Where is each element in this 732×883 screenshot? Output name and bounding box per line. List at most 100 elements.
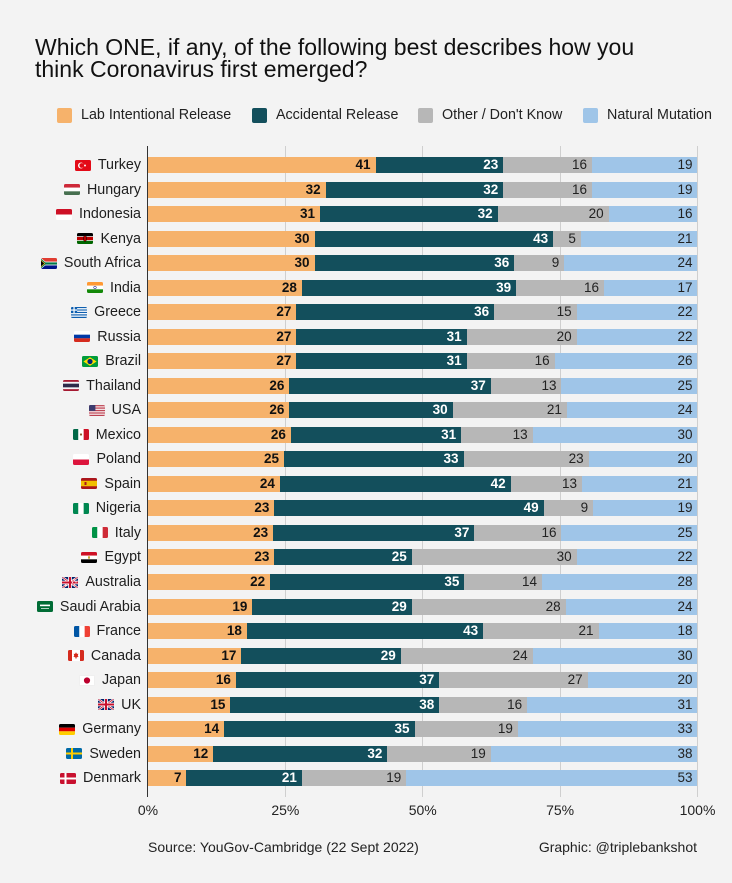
data-label: 27 [276, 353, 292, 369]
country-label: Sweden [66, 746, 141, 762]
source-note: Source: YouGov-Cambridge (22 Sept 2022) [148, 839, 419, 855]
bar-segment-accidental-release: 31 [296, 353, 467, 370]
bar-segment-lab-intentional-release: 24 [148, 475, 280, 492]
data-label: 37 [419, 672, 435, 688]
country-row: Poland 25 33 23 20 [0, 451, 732, 468]
data-label: 33 [443, 451, 459, 467]
country-name: Germany [82, 721, 141, 738]
x-tick-label: 100% [679, 802, 716, 818]
legend-item-lab-intentional-release: Lab Intentional Release [57, 107, 231, 123]
bar-segment-natural-mutation: 30 [532, 426, 698, 443]
turkey-flag-icon [74, 159, 91, 171]
data-label: 36 [474, 304, 490, 320]
legend-label: Natural Mutation [607, 107, 712, 123]
bar-segment-natural-mutation: 21 [582, 475, 698, 492]
data-label: 30 [294, 230, 310, 246]
data-label: 21 [578, 623, 594, 639]
legend-item-other-dont-know: Other / Don't Know [418, 107, 562, 123]
bar-segment-other-don-t-know: 13 [510, 475, 583, 492]
country-name: Hungary [86, 181, 141, 198]
data-label: 23 [568, 451, 584, 467]
data-label: 24 [677, 255, 693, 271]
bar-segment-natural-mutation: 19 [593, 500, 698, 517]
data-label: 27 [276, 328, 292, 344]
data-label: 16 [215, 672, 231, 688]
bar-segment-lab-intentional-release: 30 [148, 230, 315, 247]
bar-segment-other-don-t-know: 16 [466, 353, 555, 370]
country-label: Indonesia [55, 206, 141, 222]
country-label: Turkey [74, 157, 141, 173]
data-label: 53 [677, 770, 693, 786]
data-label: 16 [584, 279, 600, 295]
data-label: 9 [580, 500, 589, 516]
bar-segment-natural-mutation: 21 [580, 230, 698, 247]
bar-segment-other-don-t-know: 21 [483, 623, 599, 640]
country-name: Turkey [97, 157, 141, 173]
bar-segment-lab-intentional-release: 14 [148, 721, 225, 738]
data-label: 31 [441, 426, 457, 442]
data-label: 5 [568, 230, 576, 246]
country-row: Indonesia 31 32 20 16 [0, 206, 732, 223]
bar-segment-natural-mutation: 19 [592, 157, 698, 173]
data-label: 31 [300, 206, 316, 222]
russia-flag-icon [74, 331, 91, 343]
bar-segment-natural-mutation: 24 [566, 402, 698, 419]
country-label: Japan [79, 672, 141, 688]
country-label: USA [88, 402, 141, 418]
bar-segment-accidental-release: 30 [289, 402, 453, 419]
data-label: 30 [556, 549, 572, 565]
country-label: Poland [73, 451, 141, 467]
sweden-flag-icon [66, 748, 83, 760]
data-label: 20 [588, 206, 604, 222]
bar-segment-accidental-release: 42 [279, 475, 511, 492]
data-label: 49 [523, 500, 539, 516]
bar-segment-other-don-t-know: 30 [411, 549, 577, 566]
country-row: Sweden 12 32 19 38 [0, 745, 732, 762]
bar-segment-other-don-t-know: 19 [387, 745, 491, 762]
country-label: Egypt [81, 549, 141, 565]
bar-segment-accidental-release: 31 [296, 328, 467, 345]
data-label: 30 [432, 402, 448, 418]
country-name: UK [121, 696, 141, 713]
data-label: 29 [391, 598, 407, 614]
bar-segment-lab-intentional-release: 30 [148, 255, 315, 272]
data-label: 43 [463, 623, 479, 639]
gridline [697, 146, 698, 797]
data-label: 21 [677, 475, 693, 491]
x-tick-label: 50% [408, 802, 437, 818]
bar-segment-other-don-t-know: 20 [466, 328, 577, 345]
data-label: 18 [677, 623, 693, 639]
data-label: 35 [394, 721, 410, 737]
country-row: Hungary 32 32 16 19 [0, 181, 732, 198]
poland-flag-icon [73, 453, 90, 465]
data-label: 19 [386, 770, 402, 786]
data-label: 19 [232, 598, 248, 614]
egypt-flag-icon [81, 551, 98, 563]
data-label: 19 [470, 745, 486, 761]
country-row: Thailand 26 37 13 25 [0, 377, 732, 394]
country-row: Saudi Arabia 19 29 28 24 [0, 598, 732, 615]
bar-segment-lab-intentional-release: 27 [148, 328, 297, 345]
country-row: Greece 27 36 15 22 [0, 304, 732, 321]
data-label: 14 [204, 721, 220, 737]
country-label: Kenya [77, 231, 141, 247]
data-label: 15 [210, 696, 226, 712]
bar-segment-other-don-t-know: 24 [400, 647, 533, 664]
bar-segment-other-don-t-know: 19 [414, 721, 518, 738]
bar-segment-lab-intentional-release: 26 [148, 426, 291, 443]
data-label: 25 [677, 377, 693, 393]
data-label: 26 [270, 426, 286, 442]
x-tick-label: 25% [271, 802, 300, 818]
data-label: 23 [483, 157, 499, 172]
legend-label: Lab Intentional Release [81, 107, 232, 123]
bar-segment-other-don-t-know: 28 [411, 598, 566, 615]
country-name: India [109, 279, 141, 296]
data-label: 15 [556, 304, 572, 320]
data-label: 20 [677, 672, 693, 688]
data-label: 31 [677, 696, 693, 712]
country-name: Greece [94, 304, 141, 321]
bar-segment-natural-mutation: 22 [576, 304, 698, 321]
bar-segment-accidental-release: 38 [230, 696, 440, 713]
country-row: UK 15 38 16 31 [0, 696, 732, 713]
